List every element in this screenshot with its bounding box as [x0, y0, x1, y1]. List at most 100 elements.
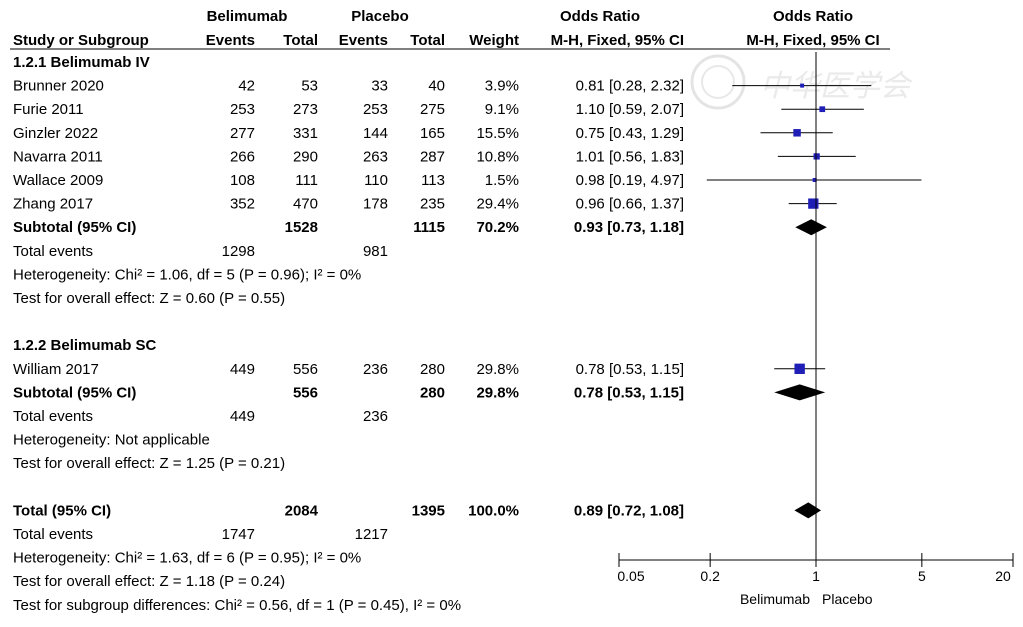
study-name: William 2017	[13, 361, 99, 378]
events2-cell: 33	[371, 78, 388, 95]
summary-diamond	[794, 502, 822, 519]
x-tick-label: 5	[918, 568, 926, 584]
events1-cell: 108	[230, 172, 255, 189]
total-overall-effect-text: Test for overall effect: Z = 1.18 (P = 0…	[13, 573, 285, 590]
watermark-seal	[690, 54, 746, 110]
total1-cell: 273	[293, 101, 318, 118]
total1-cell: 470	[293, 196, 318, 213]
subtotal-label: Subtotal (95% CI)	[13, 384, 136, 401]
events2-total: 1217	[355, 526, 388, 543]
events1-cell: 266	[230, 148, 255, 165]
ci-cell: 0.89 [0.72, 1.08]	[574, 502, 684, 519]
favours-left-label: Belimumab	[740, 591, 810, 607]
total2-cell: 1395	[412, 502, 445, 519]
events2-column-header: Events	[339, 32, 388, 49]
total1-cell: 53	[301, 78, 318, 95]
weight-column-header: Weight	[469, 32, 519, 49]
plot-method-header: M-H, Fixed, 95% CI	[746, 32, 879, 49]
x-axis: 0.05 0.2 1 5 20 Belimumab Placebo	[617, 553, 1014, 607]
weight-cell: 29.4%	[476, 196, 519, 213]
events1-cell: 449	[230, 361, 255, 378]
overall-effect-text: Test for overall effect: Z = 1.25 (P = 0…	[13, 455, 285, 472]
plot-marks	[706, 52, 922, 560]
total2-cell: 165	[420, 125, 445, 142]
total2-cell: 287	[420, 148, 445, 165]
weight-cell: 29.8%	[476, 384, 519, 401]
ci-cell: 0.98 [0.19, 4.97]	[576, 172, 684, 189]
events1-column-header: Events	[206, 32, 255, 49]
total-events-label: Total events	[13, 243, 93, 260]
events2-cell: 263	[363, 148, 388, 165]
summary-diamond	[795, 219, 827, 236]
total1-cell: 556	[293, 384, 318, 401]
events1-cell: 352	[230, 196, 255, 213]
total-events-label: Total events	[13, 408, 93, 425]
watermark-seal-inner	[701, 65, 735, 99]
total1-cell: 111	[295, 172, 318, 189]
overall-effect-text: Test for overall effect: Z = 0.60 (P = 0…	[13, 290, 285, 307]
total1-cell: 556	[293, 361, 318, 378]
total-events-label: Total events	[13, 526, 93, 543]
events2-cell: 178	[363, 196, 388, 213]
ci-cell: 0.75 [0.43, 1.29]	[576, 125, 684, 142]
ci-cell: 0.96 [0.66, 1.37]	[576, 196, 684, 213]
weight-cell: 1.5%	[485, 172, 519, 189]
events2-cell: 144	[363, 125, 388, 142]
total2-cell: 1115	[413, 219, 445, 236]
group1-header: Belimumab	[207, 8, 288, 25]
events2-cell: 253	[363, 101, 388, 118]
events1-total: 449	[230, 408, 255, 425]
weight-cell: 3.9%	[485, 78, 519, 95]
ci-cell: 0.78 [0.53, 1.15]	[576, 361, 684, 378]
events1-cell: 253	[230, 101, 255, 118]
events1-cell: 277	[230, 125, 255, 142]
study-name: Furie 2011	[13, 101, 84, 118]
total1-column-header: Total	[283, 32, 318, 49]
point-estimate-marker	[808, 198, 819, 209]
weight-cell: 70.2%	[476, 219, 519, 236]
ci-column-header: M-H, Fixed, 95% CI	[551, 32, 684, 49]
weight-cell: 100.0%	[468, 502, 519, 519]
x-tick-label: 0.05	[617, 568, 644, 584]
summary-diamond	[774, 384, 826, 401]
subgroup-heading: 1.2.2 Belimumab SC	[13, 337, 157, 354]
ci-cell: 0.78 [0.53, 1.15]	[574, 384, 684, 401]
total1-cell: 2084	[285, 502, 319, 519]
point-estimate-marker	[812, 178, 817, 182]
heterogeneity-text: Heterogeneity: Not applicable	[13, 432, 210, 449]
point-estimate-marker	[800, 83, 805, 88]
or-header: Odds Ratio	[560, 8, 640, 25]
group2-header: Placebo	[351, 8, 409, 25]
study-column-header: Study or Subgroup	[13, 32, 149, 49]
x-tick-label: 0.2	[700, 568, 720, 584]
study-name: Zhang 2017	[13, 196, 93, 213]
watermark-text: 中华医学会	[760, 69, 913, 104]
ci-cell: 1.01 [0.56, 1.83]	[576, 148, 684, 165]
favours-right-label: Placebo	[822, 591, 873, 607]
point-estimate-marker	[813, 153, 820, 160]
subtotal-label: Subtotal (95% CI)	[13, 219, 136, 236]
events2-total: 236	[363, 408, 388, 425]
total2-cell: 40	[428, 78, 445, 95]
total-label: Total (95% CI)	[13, 502, 111, 519]
plot-header: Odds Ratio	[773, 8, 853, 25]
watermark: 中华医学会	[690, 54, 913, 110]
study-name: Navarra 2011	[13, 148, 103, 165]
ci-cell: 0.93 [0.73, 1.18]	[574, 219, 684, 236]
study-name: Brunner 2020	[13, 78, 104, 95]
study-name: Ginzler 2022	[13, 125, 98, 142]
ci-cell: 1.10 [0.59, 2.07]	[576, 101, 684, 118]
weight-cell: 9.1%	[485, 101, 519, 118]
total-heterogeneity-text: Heterogeneity: Chi² = 1.63, df = 6 (P = …	[13, 550, 361, 567]
weight-cell: 15.5%	[476, 125, 519, 142]
total2-cell: 113	[421, 172, 445, 189]
subgroup-differences-text: Test for subgroup differences: Chi² = 0.…	[13, 597, 461, 614]
study-name: Wallace 2009	[13, 172, 103, 189]
table-rows: 1.2.1 Belimumab IV Brunner 2020 42 53 33 40 3.…	[13, 54, 684, 614]
total1-cell: 1528	[285, 219, 318, 236]
x-tick-label: 20	[995, 568, 1011, 584]
point-estimate-marker	[819, 106, 826, 113]
ci-cell: 0.81 [0.28, 2.32]	[576, 78, 684, 95]
x-tick-label: 1	[812, 568, 820, 584]
